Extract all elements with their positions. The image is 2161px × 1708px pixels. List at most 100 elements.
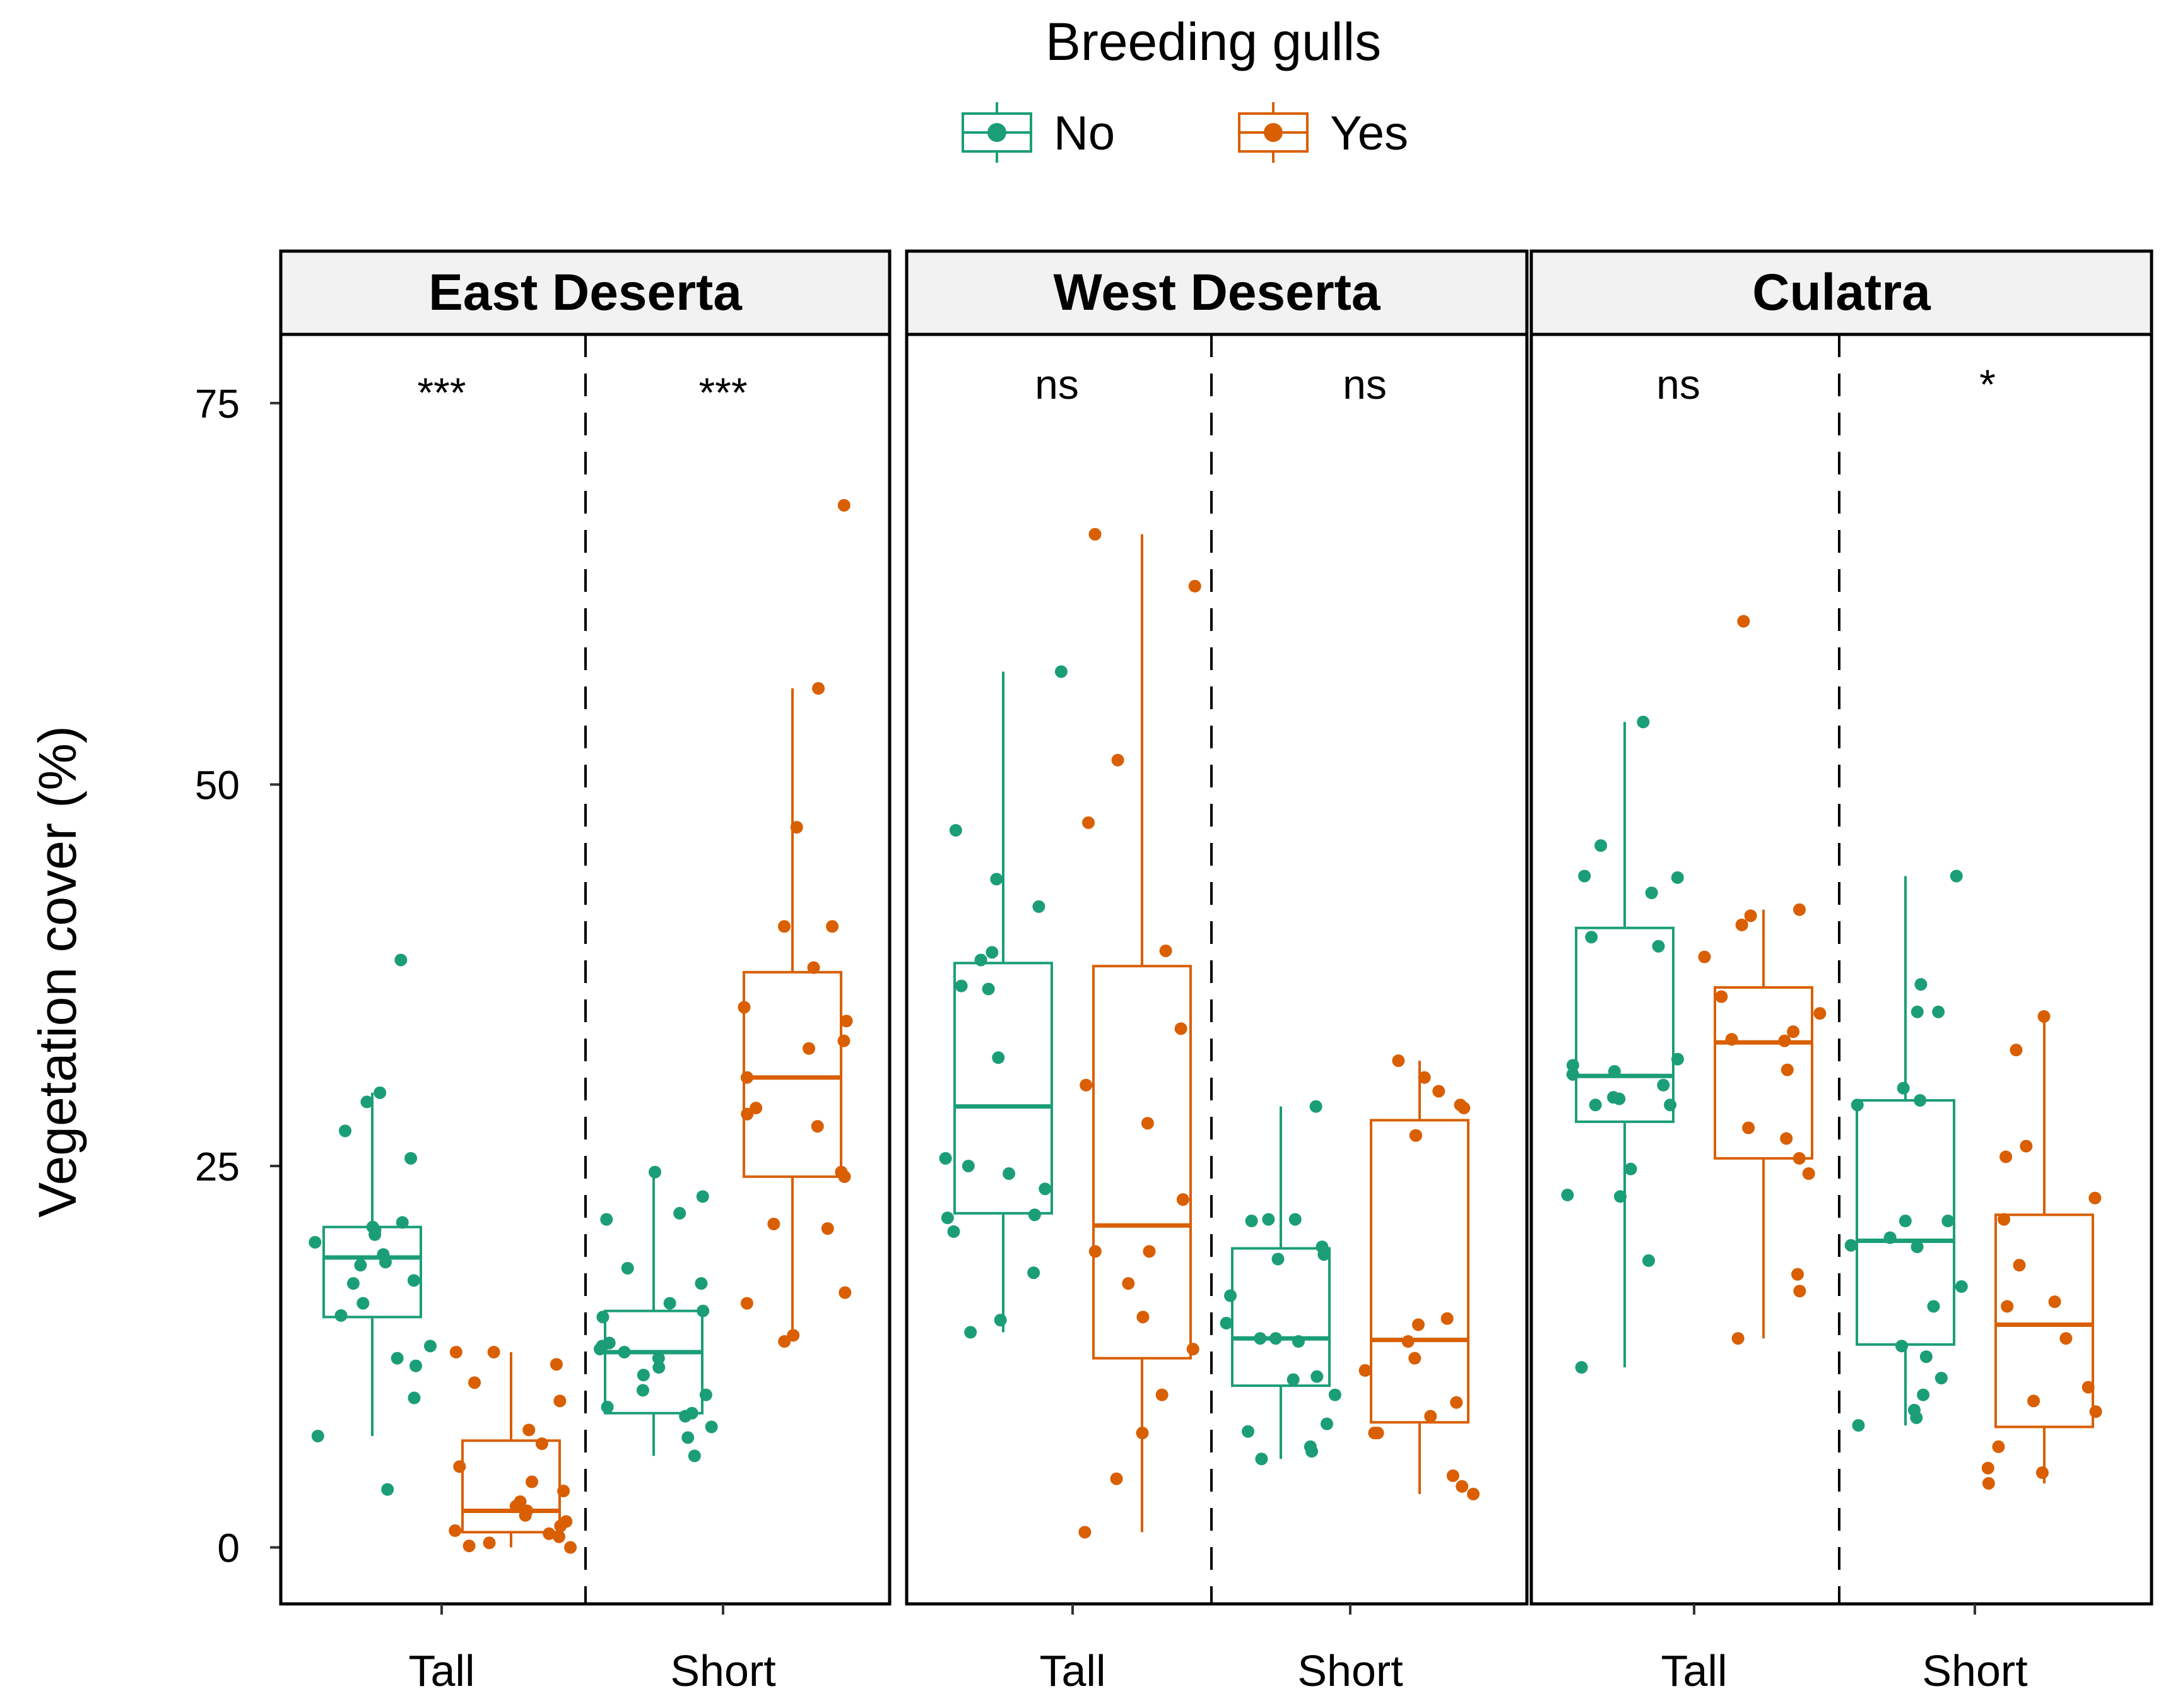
data-point bbox=[379, 1256, 392, 1269]
data-point bbox=[1424, 1410, 1437, 1423]
data-point bbox=[1725, 1033, 1738, 1046]
y-tick-label: 25 bbox=[195, 1144, 240, 1189]
data-point bbox=[826, 920, 839, 933]
data-point bbox=[2001, 1300, 2014, 1313]
data-point bbox=[1642, 1254, 1655, 1267]
data-point bbox=[409, 1359, 423, 1372]
data-point bbox=[767, 1217, 780, 1230]
y-tick-label: 75 bbox=[195, 381, 240, 427]
data-point bbox=[964, 1326, 977, 1339]
data-point bbox=[1594, 839, 1608, 852]
box-group-tall-no bbox=[939, 665, 1068, 1339]
data-point bbox=[1737, 615, 1750, 628]
panel-border bbox=[905, 333, 1529, 1606]
data-point bbox=[600, 1213, 613, 1226]
data-point bbox=[1813, 1007, 1827, 1020]
data-point bbox=[697, 1304, 710, 1317]
box-group-tall-yes bbox=[449, 1345, 577, 1554]
data-point bbox=[449, 1345, 462, 1358]
data-point bbox=[391, 1352, 404, 1365]
x-tick-label: Short bbox=[670, 1646, 775, 1695]
data-point bbox=[360, 1095, 374, 1109]
data-point bbox=[1271, 1252, 1285, 1266]
data-point bbox=[1742, 1121, 1755, 1134]
panel-east-deserta: East Deserta *** *** Tall Short bbox=[279, 249, 892, 1695]
data-point bbox=[526, 1475, 539, 1488]
data-point bbox=[2010, 1044, 2023, 1057]
data-point bbox=[1241, 1425, 1254, 1438]
box-iqr bbox=[1714, 986, 1813, 1160]
data-point bbox=[1911, 1005, 1924, 1018]
data-point bbox=[1585, 931, 1598, 944]
data-point bbox=[1450, 1396, 1463, 1409]
data-point bbox=[1698, 950, 1711, 963]
data-point bbox=[1269, 1332, 1282, 1345]
data-point bbox=[1368, 1427, 1381, 1440]
data-point bbox=[738, 1001, 751, 1014]
data-point bbox=[1671, 871, 1684, 884]
box-group-short-no bbox=[1220, 1100, 1341, 1466]
data-point bbox=[1998, 1213, 2011, 1226]
data-point bbox=[354, 1259, 367, 1272]
data-point bbox=[1392, 1054, 1405, 1068]
data-point bbox=[519, 1509, 532, 1522]
data-point bbox=[311, 1429, 324, 1442]
data-point bbox=[807, 961, 820, 974]
panel-strip-label: West Deserta bbox=[1053, 264, 1381, 321]
data-point bbox=[1176, 1193, 1189, 1206]
data-point bbox=[1793, 1285, 1806, 1298]
data-point bbox=[449, 1524, 462, 1537]
data-point bbox=[1735, 918, 1748, 931]
box-group-short-yes bbox=[1981, 1010, 2102, 1490]
data-point bbox=[962, 1159, 975, 1172]
data-point bbox=[601, 1401, 614, 1414]
data-point bbox=[1914, 978, 1928, 991]
data-point bbox=[2035, 1466, 2049, 1480]
box-group-tall-no bbox=[309, 953, 437, 1496]
data-point bbox=[1467, 1487, 1480, 1500]
data-point bbox=[1999, 1150, 2013, 1163]
x-tick-label: Tall bbox=[408, 1646, 474, 1695]
data-point bbox=[535, 1437, 548, 1451]
box-iqr bbox=[1575, 926, 1675, 1123]
data-point bbox=[1440, 1312, 1454, 1325]
data-point bbox=[1224, 1289, 1237, 1302]
y-tick-label: 0 bbox=[217, 1526, 240, 1571]
data-point bbox=[790, 821, 803, 834]
data-point bbox=[1088, 1245, 1102, 1258]
data-point bbox=[1883, 1231, 1897, 1244]
x-tick-label: Tall bbox=[1039, 1646, 1105, 1695]
data-point bbox=[1781, 1063, 1794, 1076]
data-point bbox=[1793, 903, 1806, 916]
data-point bbox=[750, 1102, 763, 1115]
data-point bbox=[1254, 1332, 1267, 1345]
data-point bbox=[1288, 1213, 1302, 1226]
data-point bbox=[396, 1216, 409, 1229]
data-point bbox=[992, 1051, 1005, 1064]
data-point bbox=[1418, 1071, 1431, 1084]
data-point bbox=[593, 1343, 606, 1356]
data-point bbox=[394, 953, 408, 967]
data-point bbox=[1262, 1213, 1275, 1226]
data-point bbox=[1136, 1310, 1150, 1324]
data-point bbox=[553, 1394, 567, 1408]
x-tick-label: Tall bbox=[1661, 1646, 1727, 1695]
data-point bbox=[663, 1297, 676, 1310]
legend-entries: No Yes bbox=[962, 102, 1408, 163]
data-point bbox=[309, 1235, 322, 1249]
data-point bbox=[1141, 1117, 1154, 1130]
data-point bbox=[2013, 1259, 2026, 1272]
data-point bbox=[1637, 716, 1650, 729]
data-point bbox=[1310, 1370, 1324, 1383]
data-point bbox=[1411, 1318, 1425, 1331]
significance-label: *** bbox=[417, 369, 466, 416]
data-point bbox=[1561, 1188, 1574, 1201]
data-point bbox=[1787, 1025, 1800, 1039]
data-point bbox=[468, 1376, 481, 1389]
data-point bbox=[374, 1086, 387, 1099]
data-point bbox=[1657, 1078, 1670, 1092]
data-point bbox=[1143, 1245, 1156, 1258]
data-point bbox=[695, 1277, 708, 1290]
data-point bbox=[1778, 1034, 1791, 1047]
